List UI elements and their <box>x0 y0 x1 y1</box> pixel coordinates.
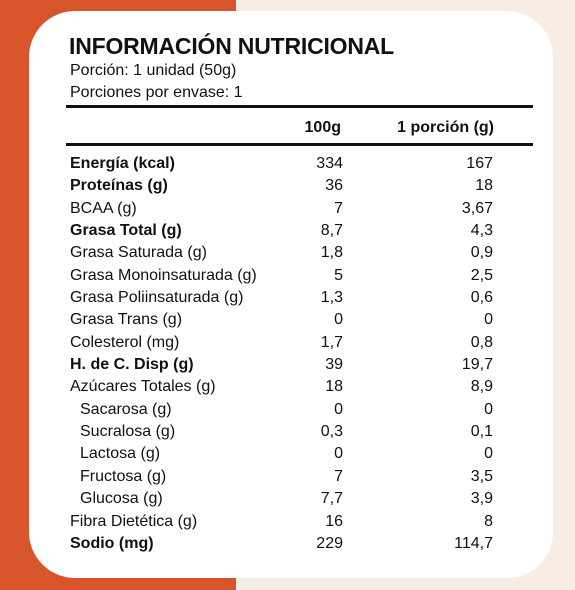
table-row: Glucosa (g) 7,7 3,9 <box>0 489 575 511</box>
nutrition-table: Energía (kcal) 334 167 Proteínas (g) 36 18 BCA… <box>0 154 575 556</box>
column-header-per-serving: 1 porción (g) <box>397 119 494 136</box>
value-per-serving: 0 <box>484 445 493 463</box>
nutrient-label: H. de C. Disp (g) <box>70 356 194 374</box>
table-row: Sodio (mg) 229 114,7 <box>0 534 575 556</box>
table-row: Lactosa (g) 0 0 <box>0 444 575 466</box>
value-per-serving: 18 <box>475 177 493 195</box>
value-per-100: 0 <box>334 400 343 418</box>
nutrient-label: Colesterol (mg) <box>70 333 180 351</box>
nutrient-label: Grasa Poliinsaturada (g) <box>70 289 244 307</box>
value-per-serving: 0 <box>484 400 493 418</box>
value-per-100: 7 <box>334 467 343 485</box>
nutrient-label: Glucosa (g) <box>80 490 163 508</box>
nutrient-label: Energía (kcal) <box>70 155 175 172</box>
value-per-serving: 8 <box>484 512 493 530</box>
value-per-100: 36 <box>325 177 343 195</box>
nutrient-label: Sacarosa (g) <box>80 400 172 418</box>
table-row: BCAA (g) 7 3,67 <box>0 199 575 221</box>
table-row: Sacarosa (g) 0 0 <box>0 400 575 422</box>
value-per-100: 1,3 <box>320 289 343 307</box>
value-per-100: 0 <box>334 311 343 329</box>
table-row: Azúcares Totales (g) 18 8,9 <box>0 377 575 399</box>
table-row: Energía (kcal) 334 167 <box>0 154 575 176</box>
value-per-serving: 4,3 <box>470 222 493 240</box>
table-row: Fructosa (g) 7 3,5 <box>0 467 575 489</box>
value-per-serving: 167 <box>466 155 493 172</box>
table-row: Colesterol (mg) 1,7 0,8 <box>0 333 575 355</box>
table-row: Grasa Monoinsaturada (g) 5 2,5 <box>0 266 575 288</box>
nutrient-label: Sodio (mg) <box>70 534 154 552</box>
value-per-serving: 3,5 <box>470 467 493 485</box>
nutrient-label: Fibra Dietética (g) <box>70 512 198 530</box>
value-per-serving: 0,1 <box>470 423 493 441</box>
value-per-100: 1,8 <box>320 244 343 262</box>
value-per-serving: 0,6 <box>470 289 493 307</box>
value-per-100: 7,7 <box>320 490 343 508</box>
nutrient-label: Proteínas (g) <box>70 177 168 195</box>
top-divider <box>66 105 533 108</box>
table-row: H. de C. Disp (g) 39 19,7 <box>0 355 575 377</box>
table-row: Grasa Saturada (g) 1,8 0,9 <box>0 243 575 265</box>
value-per-100: 1,7 <box>320 333 343 351</box>
servings-per-container: Porciones por envase: 1 <box>70 84 243 101</box>
table-row: Proteínas (g) 36 18 <box>0 176 575 198</box>
value-per-100: 229 <box>316 534 343 552</box>
nutrient-label: Azúcares Totales (g) <box>70 378 216 396</box>
nutrient-label: Fructosa (g) <box>80 467 167 485</box>
nutrient-label: Sucralosa (g) <box>80 423 176 441</box>
value-per-100: 0 <box>334 445 343 463</box>
table-row: Fibra Dietética (g) 16 8 <box>0 512 575 534</box>
value-per-100: 8,7 <box>320 222 343 240</box>
value-per-100: 7 <box>334 199 343 217</box>
table-row: Grasa Total (g) 8,7 4,3 <box>0 221 575 243</box>
value-per-100: 39 <box>325 356 343 374</box>
value-per-serving: 2,5 <box>470 266 493 284</box>
table-row: Sucralosa (g) 0,3 0,1 <box>0 422 575 444</box>
value-per-serving: 8,9 <box>470 378 493 396</box>
value-per-serving: 3,9 <box>470 490 493 508</box>
nutrient-label: Grasa Total (g) <box>70 222 182 240</box>
column-header-per-100: 100g <box>304 119 341 136</box>
nutrient-label: Lactosa (g) <box>80 445 161 463</box>
table-row: Grasa Trans (g) 0 0 <box>0 310 575 332</box>
value-per-serving: 0 <box>484 311 493 329</box>
nutrient-label: Grasa Trans (g) <box>70 311 183 329</box>
page-title: INFORMACIÓN NUTRICIONAL <box>69 33 395 59</box>
value-per-serving: 3,67 <box>461 199 493 217</box>
value-per-serving: 0,8 <box>470 333 493 351</box>
table-row: Grasa Poliinsaturada (g) 1,3 0,6 <box>0 288 575 310</box>
value-per-serving: 114,7 <box>454 534 493 552</box>
value-per-serving: 19,7 <box>461 356 493 374</box>
value-per-100: 334 <box>316 155 343 172</box>
value-per-100: 5 <box>334 266 343 284</box>
header-divider <box>66 143 533 146</box>
nutrient-label: BCAA (g) <box>70 199 137 217</box>
nutrient-label: Grasa Monoinsaturada (g) <box>70 266 257 284</box>
value-per-100: 18 <box>325 378 343 396</box>
value-per-100: 16 <box>325 512 343 530</box>
value-per-100: 0,3 <box>320 423 343 441</box>
nutrient-label: Grasa Saturada (g) <box>70 244 207 262</box>
serving-size: Porción: 1 unidad (50g) <box>70 62 237 79</box>
value-per-serving: 0,9 <box>470 244 493 262</box>
